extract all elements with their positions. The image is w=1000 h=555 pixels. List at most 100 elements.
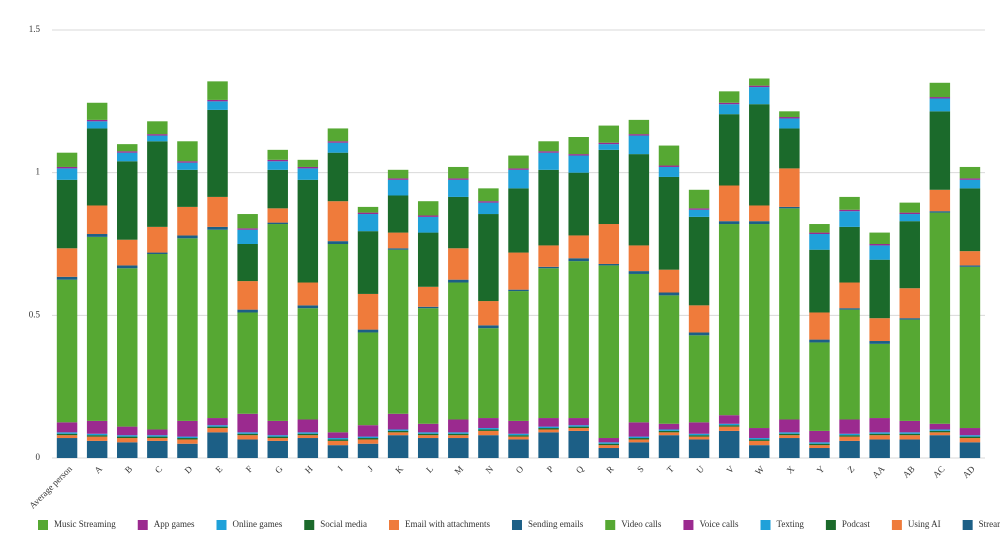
bar-segment xyxy=(297,282,319,306)
bar-segment xyxy=(237,433,258,436)
bar-segment xyxy=(568,172,589,236)
bar-segment xyxy=(448,282,469,420)
bar-segment xyxy=(357,332,379,426)
bar-segment xyxy=(56,432,78,434)
bar-segment xyxy=(117,152,138,162)
bar-segment xyxy=(327,445,349,458)
bar-segment xyxy=(959,188,981,252)
bar-segment xyxy=(869,259,890,319)
bar-segment xyxy=(718,104,740,115)
bar-segment xyxy=(538,141,559,152)
bar-segment xyxy=(508,155,529,169)
bar-segment xyxy=(207,428,228,433)
bar-segment xyxy=(688,436,710,440)
bar-segment xyxy=(387,178,409,180)
bar-segment xyxy=(598,149,620,225)
bar-segment xyxy=(478,188,499,202)
bar-segment xyxy=(448,279,469,283)
x-tick-label: N xyxy=(484,463,496,475)
bar-segment xyxy=(177,420,198,437)
bar-segment xyxy=(899,420,920,433)
bar-segment xyxy=(899,432,920,434)
bar-segment xyxy=(207,432,228,458)
bar-segment xyxy=(718,221,740,225)
bar-segment xyxy=(448,166,469,179)
bar-segment xyxy=(779,117,800,119)
bar-segment xyxy=(117,265,138,269)
bar-segment xyxy=(929,98,951,112)
bar-segment xyxy=(86,119,108,122)
bar-segment xyxy=(839,209,860,212)
bar-segment xyxy=(839,435,860,437)
legend-swatch xyxy=(389,520,399,530)
legend-label: Email with attachments xyxy=(405,519,490,529)
bar-segment xyxy=(448,433,469,436)
bar-segment xyxy=(598,142,620,145)
bar-segment xyxy=(508,289,529,292)
bar-segment xyxy=(357,439,379,444)
bar-segment xyxy=(688,335,710,423)
bar-segment xyxy=(869,341,890,344)
y-tick-label: 1.5 xyxy=(29,24,41,34)
bar-segment xyxy=(86,102,108,120)
bar-segment xyxy=(809,312,830,340)
bar-segment xyxy=(718,224,740,416)
bar-segment xyxy=(147,141,168,227)
bar-segment xyxy=(568,428,589,431)
bar-segment xyxy=(117,436,138,439)
bar-segment xyxy=(839,419,860,434)
bar-segment xyxy=(749,104,770,206)
bar-segment xyxy=(417,201,439,216)
bar-segment xyxy=(929,111,951,190)
bar-segment xyxy=(357,231,379,294)
x-tick-label: Q xyxy=(574,463,586,475)
bar-segment xyxy=(478,301,499,326)
bar-segment xyxy=(809,232,830,235)
bar-segment xyxy=(538,169,559,246)
bar-segment xyxy=(508,291,529,421)
bar-segment xyxy=(718,426,740,431)
bar-segment xyxy=(508,169,529,189)
bar-segment xyxy=(658,430,680,433)
bar-segment xyxy=(297,305,319,309)
bar-segment xyxy=(237,228,258,230)
bar-segment xyxy=(869,245,890,260)
bar-segment xyxy=(237,413,258,433)
bar-segment xyxy=(628,245,650,272)
bar-segment xyxy=(929,435,951,458)
bar-segment xyxy=(839,309,860,420)
y-tick-label: 0 xyxy=(36,452,41,462)
bar-segment xyxy=(387,429,409,431)
bar-segment xyxy=(779,118,800,129)
bar-segment xyxy=(357,293,379,330)
bar-segment xyxy=(417,232,439,287)
bar-segment xyxy=(237,312,258,414)
x-tick-label: J xyxy=(365,463,375,473)
bar-segment xyxy=(779,208,800,420)
legend-label: Streaming TV/Movies xyxy=(979,519,1000,529)
bar-segment xyxy=(327,438,349,440)
bar-segment xyxy=(267,436,288,439)
bar-segment xyxy=(869,433,890,436)
bar-segment xyxy=(779,206,800,209)
x-tick-label: Average person xyxy=(27,463,74,510)
bar-segment xyxy=(688,216,710,306)
bar-segment xyxy=(598,445,620,449)
bar-segment xyxy=(177,238,198,421)
x-tick-label: K xyxy=(393,463,405,475)
bar-segment xyxy=(177,443,198,458)
bar-segment xyxy=(628,438,650,440)
bar-segment xyxy=(628,134,650,136)
bar-segment xyxy=(147,438,168,441)
bar-segment xyxy=(538,428,559,430)
bar-segment xyxy=(658,423,680,430)
bar-segment xyxy=(869,432,890,434)
bar-segment xyxy=(628,135,650,155)
bar-segment xyxy=(327,244,349,433)
x-tick-label: W xyxy=(753,463,766,476)
bar-segment xyxy=(327,201,349,242)
bar-segment xyxy=(959,435,981,437)
bar-segment xyxy=(718,415,740,424)
bar-segment xyxy=(538,151,559,153)
